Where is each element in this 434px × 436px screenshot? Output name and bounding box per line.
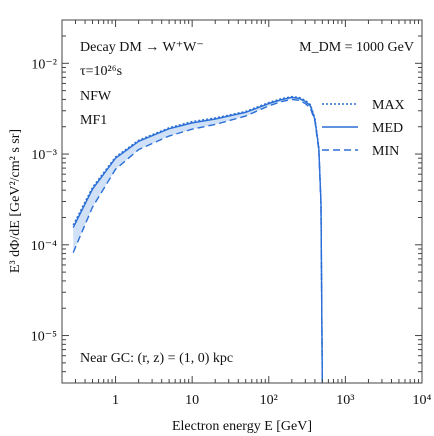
annotation-profile: NFW [80, 89, 112, 104]
series-line-max [72, 95, 324, 383]
x-tick-label: 10³ [336, 393, 354, 408]
uncertainty-band [73, 96, 323, 383]
annotation-location: Near GC: (r, z) = (1, 0) kpc [80, 351, 233, 366]
legend: MAX MED MIN [322, 98, 405, 159]
series-line-min [72, 98, 324, 383]
y-tick-label: 10⁻⁴ [31, 239, 57, 254]
tick-layer: 1 10 10² 10³ 10⁴ 10⁻⁵ 10⁻⁴ 10⁻³ 10⁻² [31, 19, 432, 408]
x-tick-label: 10⁴ [413, 393, 432, 408]
y-axis-label: E³ dΦ/dE [GeV²/cm² s sr] [8, 129, 23, 273]
legend-label-min: MIN [372, 144, 399, 159]
band-layer [73, 96, 323, 383]
series-line-med [72, 96, 324, 383]
annotation-process: Decay DM → W⁺W⁻ [80, 40, 204, 55]
x-axis-label: Electron energy E [GeV] [172, 419, 312, 434]
y-tick-label: 10⁻³ [31, 148, 57, 163]
y-tick-label: 10⁻² [31, 57, 57, 72]
y-tick-label: 10⁻⁵ [31, 330, 57, 345]
annotation-model: MF1 [80, 113, 107, 128]
annotation-lifetime: τ=10²⁶s [80, 64, 122, 79]
x-tick-label: 10² [260, 393, 278, 408]
x-tick-label: 10 [185, 393, 199, 408]
series-layer [72, 95, 324, 383]
x-tick-label: 1 [112, 393, 119, 408]
annotation-mass: M_DM = 1000 GeV [299, 40, 414, 55]
legend-label-max: MAX [372, 98, 405, 113]
plot-frame [61, 19, 423, 384]
legend-label-med: MED [372, 121, 403, 136]
